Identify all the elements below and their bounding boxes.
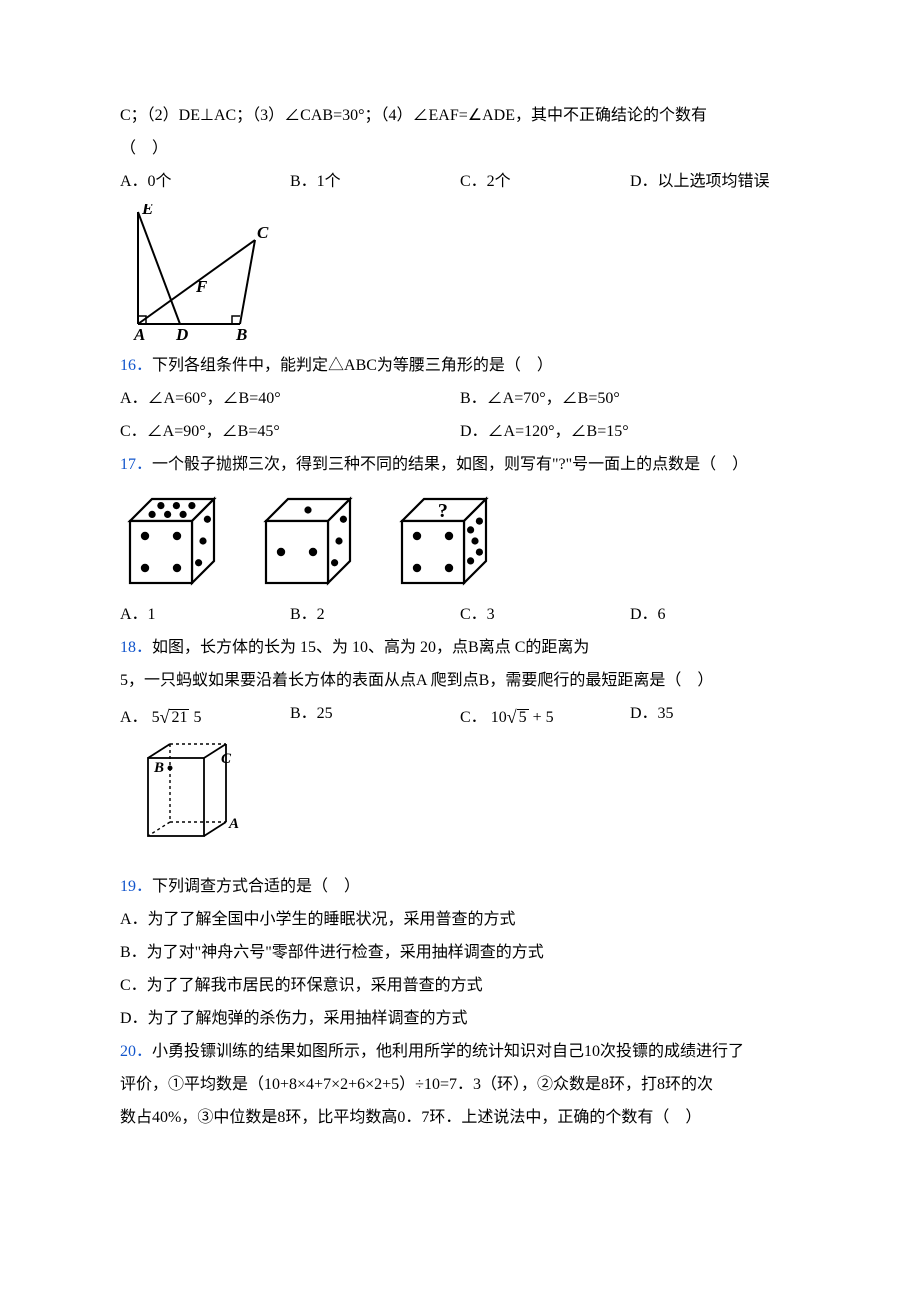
q18-c-rad: 5 — [517, 709, 529, 726]
svg-text:F: F — [195, 277, 208, 296]
dice-3: ? — [392, 491, 500, 593]
q18-a-post: 5 — [189, 709, 201, 726]
q18-c-coef: 10 — [491, 709, 507, 726]
q18-opt-d: D．35 — [630, 698, 800, 734]
q20-l1: 20．小勇投镖训练的结果如图所示，他利用所学的统计知识对自己10次投镖的成绩进行… — [120, 1036, 800, 1068]
q16-opt-d: D．∠A=120°，∠B=15° — [460, 416, 800, 448]
q15-opt-c: C．2个 — [460, 166, 630, 198]
sqrt-icon: √ — [160, 707, 170, 727]
q15-figure: E A D B C F — [120, 204, 800, 344]
q17-opt-b: B．2 — [290, 599, 460, 631]
q18-opt-b: B．25 — [290, 698, 460, 734]
q17-stem: 17．一个骰子抛掷三次，得到三种不同的结果，如图，则写有"?"号一面上的点数是（… — [120, 449, 800, 481]
svg-text:A: A — [228, 816, 239, 832]
q19-opt-d: D．为了了解炮弹的杀伤力，采用抽样调查的方式 — [120, 1003, 800, 1035]
q18-stem1-text: 如图，长方体的长为 15、为 10、高为 20，点B离点 C的距离为 — [152, 639, 589, 656]
q18-stem1: 18．如图，长方体的长为 15、为 10、高为 20，点B离点 C的距离为 — [120, 632, 800, 664]
q19-opt-b: B．为了对"神舟六号"零部件进行检查，采用抽样调查的方式 — [120, 937, 800, 969]
q17-opt-a: A．1 — [120, 599, 290, 631]
q16-stem: 16．下列各组条件中，能判定△ABC为等腰三角形的是（ ） — [120, 350, 800, 382]
q18-options: A． 5√21 5 B．25 C． 10√5 + 5 D．35 — [120, 698, 800, 734]
q19-stem: 19．下列调查方式合适的是（ ） — [120, 871, 800, 903]
q19-opt-a: A．为了了解全国中小学生的睡眠状况，采用普查的方式 — [120, 904, 800, 936]
svg-text:E: E — [141, 204, 153, 218]
q15-opt-a: A．0个 — [120, 166, 290, 198]
q15-opt-b: B．1个 — [290, 166, 460, 198]
q18-c-post: + 5 — [529, 709, 554, 726]
svg-text:C: C — [221, 751, 232, 767]
q19-opt-c: C．为了了解我市居民的环保意识，采用普查的方式 — [120, 970, 800, 1002]
q16-opt-b: B．∠A=70°，∠B=50° — [460, 383, 800, 415]
dice-2 — [256, 491, 364, 593]
q20-l2: 评价，①平均数是（10+8×4+7×2+6×2+5）÷10=7．3（环），②众数… — [120, 1069, 800, 1101]
q17-opt-d: D．6 — [630, 599, 800, 631]
svg-text:B: B — [153, 760, 164, 776]
q18-num: 18． — [120, 639, 152, 656]
q18-a-rad: 21 — [169, 709, 189, 726]
q15-paren: （ ） — [120, 133, 800, 165]
dice-1 — [120, 491, 228, 593]
q20-num: 20． — [120, 1043, 152, 1060]
svg-text:A: A — [133, 325, 145, 344]
q18-a-pre: A． — [120, 709, 148, 726]
q18-opt-a: A． 5√21 5 — [120, 698, 290, 734]
q17-stem-text: 一个骰子抛掷三次，得到三种不同的结果，如图，则写有"?"号一面上的点数是（ ） — [152, 456, 748, 473]
sqrt-icon: √ — [507, 707, 517, 727]
q16-opt-c: C．∠A=90°，∠B=45° — [120, 416, 460, 448]
q17-options: A．1 B．2 C．3 D．6 — [120, 599, 800, 631]
q16-num: 16． — [120, 357, 152, 374]
q18-stem2: 5，一只蚂蚁如果要沿着长方体的表面从点A 爬到点B，需要爬行的最短距离是（ ） — [120, 665, 800, 697]
q16-opt-a: A．∠A=60°，∠B=40° — [120, 383, 460, 415]
svg-text:?: ? — [438, 500, 448, 522]
q17-opt-c: C．3 — [460, 599, 630, 631]
q19-stem-text: 下列调查方式合适的是（ ） — [152, 878, 360, 895]
q16-opts-row1: A．∠A=60°，∠B=40° B．∠A=70°，∠B=50° — [120, 383, 800, 415]
q15-cont-line: C；（2）DE⊥AC；（3）∠CAB=30°；（4）∠EAF=∠ADE，其中不正… — [120, 100, 800, 132]
q20-l1-text: 小勇投镖训练的结果如图所示，他利用所学的统计知识对自己10次投镖的成绩进行了 — [152, 1043, 744, 1060]
q18-a-coef: 5 — [152, 709, 160, 726]
q15-options: A．0个 B．1个 C．2个 D．以上选项均错误 — [120, 166, 800, 198]
q18-c-pre: C． — [460, 709, 487, 726]
q15-opt-d: D．以上选项均错误 — [630, 166, 800, 198]
q17-num: 17． — [120, 456, 152, 473]
q16-opts-row2: C．∠A=90°，∠B=45° D．∠A=120°，∠B=15° — [120, 416, 800, 448]
q19-num: 19． — [120, 878, 152, 895]
svg-text:B: B — [235, 325, 247, 344]
q18-figure: B C A — [120, 740, 800, 865]
svg-text:C: C — [257, 223, 269, 242]
svg-text:D: D — [175, 325, 188, 344]
q16-stem-text: 下列各组条件中，能判定△ABC为等腰三角形的是（ ） — [152, 357, 553, 374]
q20-l3: 数占40%，③中位数是8环，比平均数高0．7环．上述说法中，正确的个数有（ ） — [120, 1102, 800, 1134]
q18-opt-c: C． 10√5 + 5 — [460, 698, 630, 734]
q17-dice-row: ? — [120, 491, 800, 593]
